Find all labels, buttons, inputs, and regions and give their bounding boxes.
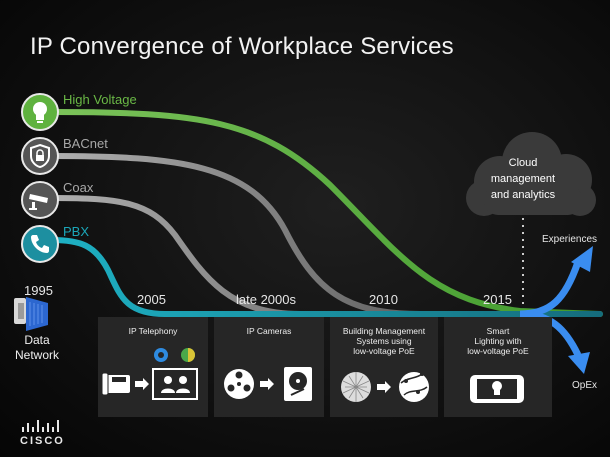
arrow-icon [260, 378, 274, 390]
panel-title: Building Management Systems using low-vo… [342, 326, 426, 356]
panel-icons [224, 367, 312, 401]
phone-icon [20, 224, 60, 269]
high-voltage-curve [49, 109, 603, 317]
page-title: IP Convergence of Workplace Services [30, 33, 454, 60]
coax-curve [49, 195, 603, 317]
panel-icons [341, 372, 429, 402]
arrow-icon [377, 381, 391, 393]
panel-icons [470, 375, 524, 403]
panel-building-management: Building Management Systems using low-vo… [330, 317, 438, 417]
opex-branch [519, 310, 582, 357]
panel-ip-cameras: IP Cameras [214, 317, 324, 417]
jabber-icon [181, 348, 195, 362]
year-milestone-4: 2015 [483, 292, 512, 307]
hard-drive-icon [284, 367, 312, 401]
data-network-label: Data Network [14, 333, 59, 362]
tech-label-high-voltage: High Voltage [63, 92, 137, 107]
panel-ip-telephony: IP Telephony [98, 317, 208, 417]
tech-label-coax: Coax [63, 180, 94, 195]
panel-title: Smart Lighting with low-voltage PoE [467, 326, 529, 356]
cloud-shape [466, 132, 596, 216]
year-start: 1995 [24, 283, 53, 298]
camera-reel-icon [224, 369, 254, 399]
bacnet-curve [49, 153, 603, 317]
cisco-logo [20, 420, 70, 455]
globe-icon [399, 372, 429, 402]
tech-label-bacnet: BACnet [63, 136, 108, 151]
video-conference-icon [152, 368, 198, 400]
lightbulb-icon [20, 92, 60, 137]
panel-title: IP Telephony [128, 326, 178, 336]
opex-arrowhead [568, 352, 590, 374]
desk-phone-icon [101, 372, 130, 396]
arrow-icon [135, 378, 149, 390]
opex-label: OpEx [572, 380, 598, 391]
webex-icon [154, 348, 168, 362]
ethernet-plug-icon [14, 297, 48, 331]
security-camera-icon [20, 180, 60, 225]
brand-wordmark: CISCO [20, 435, 65, 447]
experiences-label: Experiences [542, 234, 598, 245]
year-milestone-1: 2005 [137, 292, 166, 307]
shield-lock-icon [20, 136, 60, 181]
year-milestone-3: 2010 [369, 292, 398, 307]
panel-smart-lighting: Smart Lighting with low-voltage PoE [444, 317, 552, 417]
tech-label-pbx: PBX [63, 224, 90, 239]
cloud-label: Cloud management and analytics [490, 157, 556, 201]
panel-title: IP Cameras [246, 326, 292, 336]
panel-icons [101, 348, 198, 400]
year-milestone-2: late 2000s [236, 292, 296, 307]
pbx-curve [49, 237, 603, 317]
experiences-arrowhead [571, 246, 593, 272]
experiences-branch [519, 260, 582, 318]
network-mesh-icon [341, 372, 371, 402]
smartphone-bulb-icon [470, 375, 524, 403]
